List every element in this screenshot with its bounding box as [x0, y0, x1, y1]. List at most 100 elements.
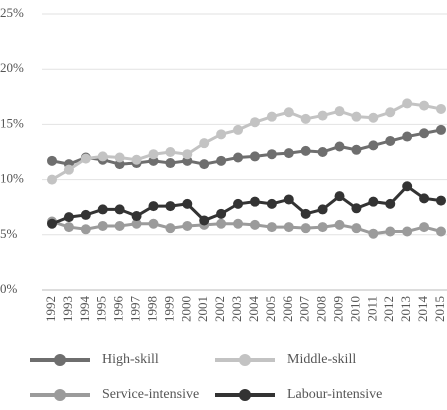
data-line: [51, 220, 442, 236]
data-point: [80, 209, 91, 220]
data-point: [148, 201, 159, 212]
data-point: [300, 145, 311, 156]
x-tick-label: 2013: [398, 296, 413, 322]
data-point: [436, 195, 446, 206]
data-point: [419, 222, 430, 233]
data-point: [80, 224, 91, 235]
data-point: [266, 222, 277, 233]
data-point: [419, 128, 430, 139]
data-point: [436, 226, 446, 237]
legend-marker: [54, 354, 66, 366]
x-tick-label: 1996: [111, 296, 126, 323]
data-point: [283, 107, 294, 118]
legend-label: Labour-intensive: [287, 387, 382, 402]
data-point: [368, 228, 379, 239]
legend-label: High-skill: [102, 352, 159, 367]
data-point: [47, 155, 57, 166]
data-point: [63, 164, 74, 175]
data-point: [283, 194, 294, 205]
data-point: [266, 111, 277, 122]
data-point: [216, 155, 227, 166]
x-tick-label: 1994: [77, 296, 92, 323]
y-tick-label: 15%: [0, 115, 24, 130]
data-point: [131, 211, 142, 222]
x-tick-label: 2012: [381, 296, 396, 322]
x-tick-label: 1995: [94, 296, 109, 322]
data-point: [317, 147, 328, 157]
data-point: [249, 151, 260, 162]
data-point: [199, 215, 210, 226]
y-tick-label: 10%: [0, 171, 24, 186]
data-point: [148, 149, 159, 160]
legend-marker: [54, 389, 66, 401]
data-point: [334, 141, 345, 152]
x-tick-label: 2010: [347, 296, 362, 322]
data-point: [47, 218, 57, 229]
data-point: [385, 135, 396, 146]
x-tick-label: 2003: [229, 296, 244, 322]
data-point: [419, 193, 430, 204]
data-point: [368, 196, 379, 207]
x-tick-label: 1999: [161, 296, 176, 322]
x-tick-label: 1997: [128, 296, 143, 323]
data-point: [131, 218, 142, 229]
data-point: [334, 219, 345, 230]
x-tick-label: 2001: [195, 296, 210, 322]
data-point: [216, 218, 227, 229]
data-point: [368, 112, 379, 123]
y-tick-label: 5%: [0, 226, 18, 241]
data-point: [63, 212, 74, 223]
x-tick-label: 2000: [178, 296, 193, 322]
data-point: [249, 117, 260, 128]
data-point: [334, 106, 345, 117]
data-point: [351, 144, 362, 155]
data-point: [266, 198, 277, 209]
data-point: [283, 222, 294, 233]
x-tick-label: 2005: [263, 296, 278, 322]
data-point: [47, 174, 57, 185]
x-tick-label: 2015: [432, 296, 447, 322]
legend-label: Middle-skill: [287, 352, 356, 367]
data-point: [216, 208, 227, 219]
data-point: [165, 201, 176, 212]
legend-marker: [239, 389, 251, 401]
data-point: [97, 220, 108, 231]
data-point: [182, 149, 193, 160]
data-point: [317, 222, 328, 233]
x-tick-label: 1993: [60, 296, 75, 322]
data-point: [182, 220, 193, 231]
data-point: [148, 218, 159, 229]
data-point: [351, 203, 362, 214]
data-point: [283, 148, 294, 159]
data-point: [97, 151, 108, 162]
data-point: [63, 222, 74, 233]
data-point: [402, 226, 413, 237]
x-tick-label: 2002: [212, 296, 227, 322]
x-tick-label: 2004: [246, 296, 261, 323]
data-line: [51, 128, 442, 166]
data-point: [233, 152, 244, 163]
data-point: [114, 220, 125, 231]
data-point: [249, 219, 260, 230]
data-point: [199, 138, 210, 149]
data-point: [334, 191, 345, 202]
x-tick-label: 2014: [415, 296, 430, 323]
data-point: [436, 124, 446, 135]
data-point: [402, 98, 413, 109]
data-point: [419, 100, 430, 111]
data-point: [199, 159, 210, 170]
data-point: [165, 158, 176, 169]
x-tick-label: 2009: [331, 296, 346, 322]
x-tick-label: 2008: [314, 296, 329, 322]
data-point: [351, 111, 362, 122]
data-point: [80, 153, 91, 164]
data-point: [385, 107, 396, 118]
data-point: [402, 131, 413, 142]
data-point: [114, 204, 125, 215]
data-point: [402, 181, 413, 192]
y-tick-label: 20%: [0, 60, 24, 75]
data-point: [233, 198, 244, 209]
data-line: [51, 184, 442, 226]
y-tick-label: 0%: [0, 281, 18, 296]
x-tick-label: 1992: [43, 296, 58, 322]
